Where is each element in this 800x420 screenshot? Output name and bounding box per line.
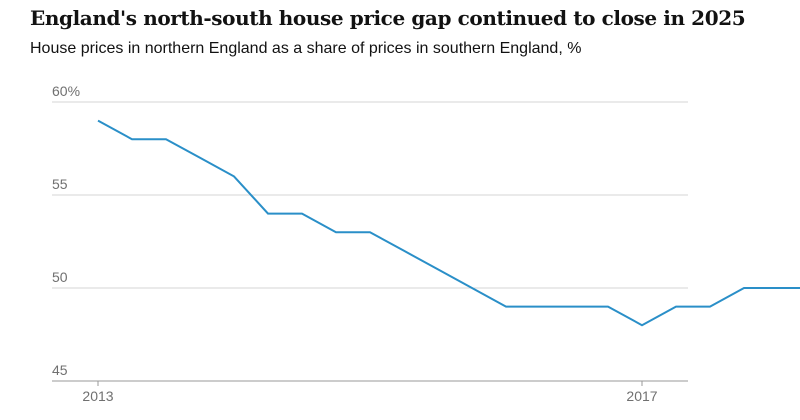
y-tick-label: 50 [52,269,68,285]
x-tick-label: 2017 [626,388,657,404]
chart-title: England's north-south house price gap co… [30,6,746,30]
y-tick-label: 55 [52,176,68,192]
x-tick-label: 2013 [82,388,113,404]
series-line [97,119,800,327]
chart-subtitle: House prices in northern England as a sh… [30,40,582,57]
y-tick-label: 45 [52,362,68,378]
y-tick-label: 60% [52,83,80,99]
